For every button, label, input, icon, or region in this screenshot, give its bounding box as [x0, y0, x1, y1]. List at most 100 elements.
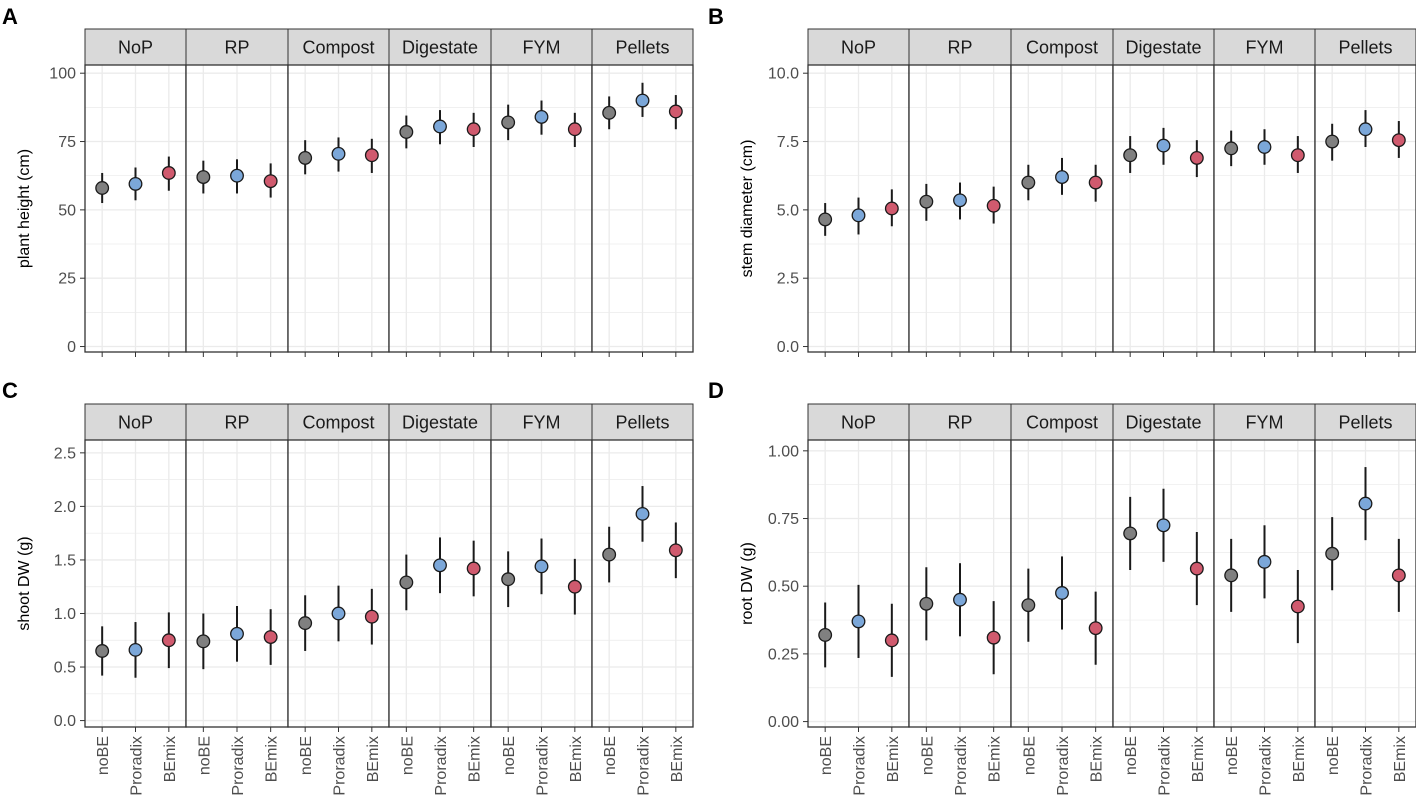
x-tick-label: BEmix [365, 736, 382, 782]
facet-strip [185, 403, 289, 441]
data-point-proradix [851, 208, 866, 223]
data-point-nobe [95, 181, 110, 195]
data-point-nobe [1021, 175, 1036, 190]
x-tick-label: Proradix [1055, 736, 1072, 796]
facet-digestate: Digestate [388, 28, 492, 357]
data-point-bemix [161, 166, 176, 180]
x-tick-label: Proradix [230, 736, 247, 796]
data-point-nobe [602, 547, 617, 562]
facet-strip-label: Pellets [615, 413, 669, 433]
facet-strip [490, 403, 593, 441]
facet-strip-label: Compost [302, 413, 374, 433]
x-tick-label: Proradix [332, 736, 349, 796]
facet-pellets: Pellets noBE Proradix BEmix [591, 403, 694, 796]
data-point-nobe [602, 105, 617, 120]
facet-strip-label: Digestate [1125, 413, 1201, 433]
x-tick-label: noBE [1325, 736, 1342, 775]
y-tick-label: 0.0 [777, 339, 799, 356]
x-tick-label: Proradix [1359, 736, 1376, 796]
facet-rp: RP [185, 28, 289, 357]
facet-strip-label: Compost [1026, 38, 1098, 58]
facet-strip [287, 28, 390, 66]
y-axis-title: root DW (g) [739, 542, 756, 625]
facet-strip [1010, 28, 1114, 66]
data-point-bemix [1189, 150, 1204, 165]
data-point-proradix [1055, 586, 1069, 600]
facet-strip [908, 403, 1012, 441]
panel-letter: D [708, 378, 724, 403]
facet-nop: NoP [84, 28, 187, 357]
facet-pellets: Pellets noBE Proradix BEmix [1314, 403, 1416, 796]
data-point-proradix [1156, 518, 1171, 533]
data-point-bemix [263, 174, 278, 189]
data-point-proradix [1358, 122, 1373, 137]
facet-pellets: Pellets [1314, 28, 1416, 357]
facet-digestate: Digestate noBE Proradix BEmix [388, 403, 492, 796]
data-point-nobe [1123, 148, 1138, 163]
data-point-proradix [1257, 554, 1272, 569]
x-tick-label: noBE [1123, 736, 1140, 775]
facet-rp: RP [908, 28, 1012, 357]
data-point-proradix [851, 614, 866, 629]
y-tick-label: 0.0 [54, 713, 76, 730]
facet-strip [1112, 28, 1215, 66]
y-tick-label: 0.5 [54, 660, 76, 677]
facet-strip [490, 28, 593, 66]
facet-compost: Compost [1010, 28, 1114, 357]
data-point-bemix [466, 561, 481, 576]
y-tick-label: 2.5 [777, 271, 799, 288]
x-tick-label: noBE [196, 736, 213, 775]
x-tick-label: BEmix [264, 736, 281, 782]
facet-strip-label: RP [224, 413, 249, 433]
y-tick-label: 0 [67, 339, 76, 356]
data-point-nobe [1325, 134, 1340, 149]
facet-strip-label: FYM [1246, 38, 1284, 58]
facet-strip [388, 28, 492, 66]
x-tick-label: noBE [919, 736, 936, 775]
x-tick-label: noBE [298, 736, 315, 775]
facet-strip [807, 403, 910, 441]
data-point-bemix [884, 633, 899, 648]
data-point-nobe [1224, 568, 1239, 583]
panel-letter: C [2, 378, 18, 403]
data-point-nobe [1325, 546, 1340, 561]
data-point-bemix [364, 609, 379, 624]
facet-fym: FYM noBE Proradix BEmix [1213, 403, 1316, 796]
data-point-bemix [466, 122, 481, 137]
data-point-nobe [196, 170, 211, 185]
y-tick-label: 0.00 [768, 714, 799, 731]
facet-strip-label: NoP [118, 38, 153, 58]
facet-rp: RP noBE Proradix BEmix [908, 403, 1012, 796]
x-tick-label: BEmix [1392, 736, 1409, 782]
y-tick-label: 1.00 [768, 443, 799, 460]
data-point-nobe [95, 644, 110, 658]
data-point-proradix [953, 592, 967, 607]
x-tick-label: BEmix [669, 736, 686, 782]
facet-strip-label: Digestate [1125, 38, 1201, 58]
data-point-bemix [161, 633, 176, 648]
x-tick-label: BEmix [1190, 736, 1207, 782]
data-point-nobe [818, 627, 833, 642]
data-point-nobe [919, 596, 934, 611]
y-tick-label: 2.0 [54, 499, 76, 516]
y-tick-label: 25 [58, 271, 76, 288]
x-tick-label: BEmix [885, 736, 902, 782]
facet-strip [287, 403, 390, 441]
facet-rp: RP noBE Proradix BEmix [185, 403, 289, 796]
x-tick-label: Proradix [953, 736, 970, 796]
facet-strip-label: NoP [841, 413, 876, 433]
data-point-nobe [1224, 141, 1239, 156]
data-point-nobe [501, 572, 516, 587]
data-point-nobe [298, 150, 313, 165]
facet-strip [908, 28, 1012, 66]
x-tick-label: Proradix [535, 736, 552, 796]
x-tick-label: Proradix [1258, 736, 1275, 796]
facet-strip-label: NoP [118, 413, 153, 433]
data-point-bemix [567, 122, 582, 137]
data-point-nobe [399, 125, 414, 139]
data-point-proradix [1055, 170, 1069, 185]
y-tick-label: 1.0 [54, 606, 76, 623]
